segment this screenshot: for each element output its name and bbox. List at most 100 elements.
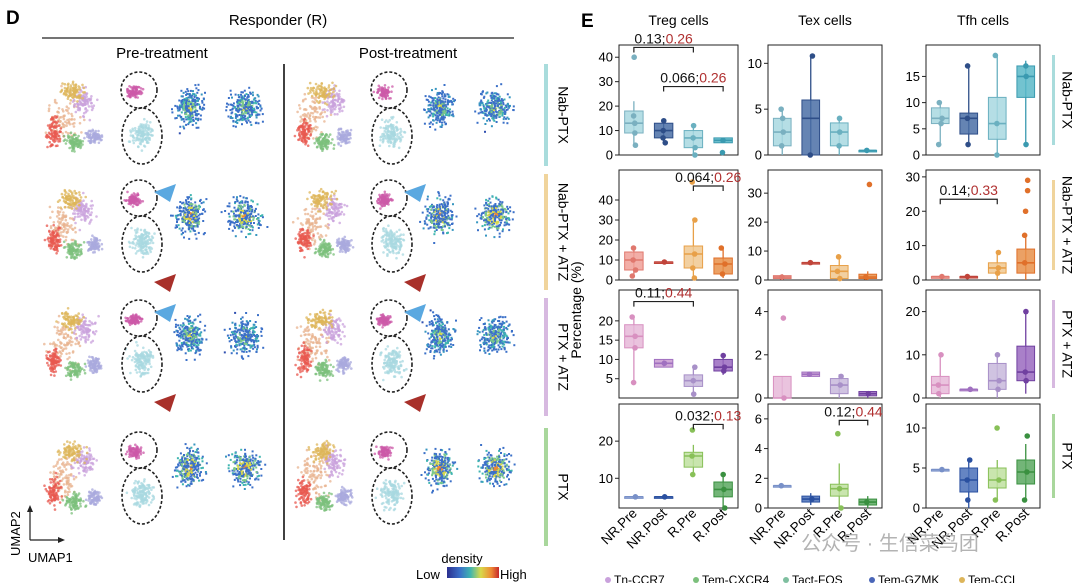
panel-d-row-strips: Nab-PTX Nab-PTX + ATZ PTX + ATZ PTX [544, 64, 571, 546]
y-tick-label: 5 [913, 461, 920, 476]
y-tick-label: 0 [755, 148, 762, 163]
data-point [630, 113, 637, 119]
data-point [1021, 497, 1028, 503]
data-point [632, 130, 638, 136]
plot-frame [767, 289, 883, 399]
data-point [1023, 63, 1029, 69]
data-point [720, 471, 726, 478]
legend-dot [959, 577, 965, 583]
y-tick-label: 5 [606, 371, 613, 386]
umap-plots [43, 71, 516, 525]
legend-label: Tem-CCL [968, 573, 1019, 583]
y-tick-label: 10 [599, 253, 613, 268]
row-color-strip [1052, 180, 1055, 270]
data-point [995, 386, 1001, 393]
density-title: density [441, 551, 483, 566]
data-point [779, 115, 786, 122]
y-tick-label: 0 [913, 148, 920, 163]
y-tick-label: 0 [755, 501, 762, 516]
y-tick-label: 40 [599, 193, 613, 208]
y-tick-label: 20 [906, 304, 920, 319]
y-tick-label: 4 [755, 304, 762, 319]
data-point [689, 265, 696, 271]
umap-cluster-plot [291, 179, 413, 273]
data-point [1023, 141, 1029, 148]
box-NR.Pre [930, 99, 950, 148]
y-tick-label: 2 [755, 471, 762, 486]
data-point [938, 120, 944, 127]
data-point [780, 315, 787, 321]
data-point [692, 217, 698, 223]
umap-density-plot [419, 191, 515, 244]
umap-density-plot [170, 194, 269, 240]
y-tick-label: 10 [599, 123, 613, 138]
data-point [632, 142, 639, 149]
plot-frame [618, 403, 739, 509]
box-R.Post [1016, 60, 1036, 148]
boxplot: 0 10 20 30 [748, 169, 883, 288]
data-point [778, 106, 784, 112]
data-point [836, 485, 843, 492]
umap1-label: UMAP1 [28, 550, 73, 565]
data-point [838, 505, 844, 511]
box-NR.Post [801, 259, 821, 266]
box-NR.Post [959, 386, 979, 393]
data-point [1022, 369, 1029, 375]
box-R.Post [1016, 308, 1036, 394]
data-point [720, 368, 727, 374]
data-point [780, 129, 787, 135]
data-point [660, 127, 667, 134]
data-point [936, 99, 943, 106]
data-point [964, 115, 971, 122]
box-R.Post [1016, 433, 1036, 503]
data-point [865, 390, 872, 397]
data-point [994, 352, 1001, 358]
data-point [781, 395, 787, 401]
data-point [994, 152, 1000, 158]
data-point [992, 497, 999, 503]
data-point [1021, 260, 1028, 266]
data-point [690, 122, 697, 129]
significance-bracket: 0.11;0.44 [633, 285, 694, 307]
data-point [661, 360, 668, 367]
y-tick-label: 0 [755, 391, 762, 406]
y-tick-label: 30 [599, 213, 613, 228]
box-R.Post [1016, 177, 1036, 280]
data-point [967, 386, 974, 393]
data-point [807, 152, 814, 158]
panel-d-letter: D [6, 8, 20, 29]
data-point [719, 149, 726, 156]
box-R.Post [858, 496, 878, 508]
p-value-label: 0.13;0.26 [634, 30, 693, 46]
y-tick-label: 0 [913, 273, 920, 288]
umap-cluster-plot [43, 299, 163, 393]
box-R.Pre [987, 352, 1007, 398]
boxplot: 0 10 20 30 40 [599, 169, 739, 288]
data-point [630, 257, 636, 263]
umap-cluster-plot [44, 71, 163, 165]
y-tick-label: 20 [906, 204, 920, 219]
y-tick-label: 30 [906, 169, 920, 184]
data-point [992, 52, 999, 59]
row-color-strip [1052, 300, 1055, 388]
data-point [691, 251, 698, 257]
blue-arrow-icon [404, 184, 426, 202]
panel-e-row-label: Nab-PTX + ATZ [1059, 176, 1075, 275]
y-tick-label: 20 [599, 313, 613, 328]
legend-dot [605, 577, 611, 583]
boxplot: 0 10 20 [906, 289, 1041, 406]
y-tick-label: 0 [913, 501, 920, 516]
data-point [806, 371, 813, 378]
data-point [719, 271, 726, 277]
legend-label: Tem-GZMK [878, 573, 939, 583]
data-point [721, 505, 728, 511]
box-NR.Pre [772, 482, 792, 489]
data-point [720, 352, 727, 359]
data-point [662, 139, 669, 146]
data-point [995, 265, 1002, 271]
x-category-label: R.Post [993, 505, 1032, 544]
boxplot: 0 5 10 [748, 44, 883, 163]
data-point [690, 135, 696, 141]
box-body [1016, 65, 1036, 98]
